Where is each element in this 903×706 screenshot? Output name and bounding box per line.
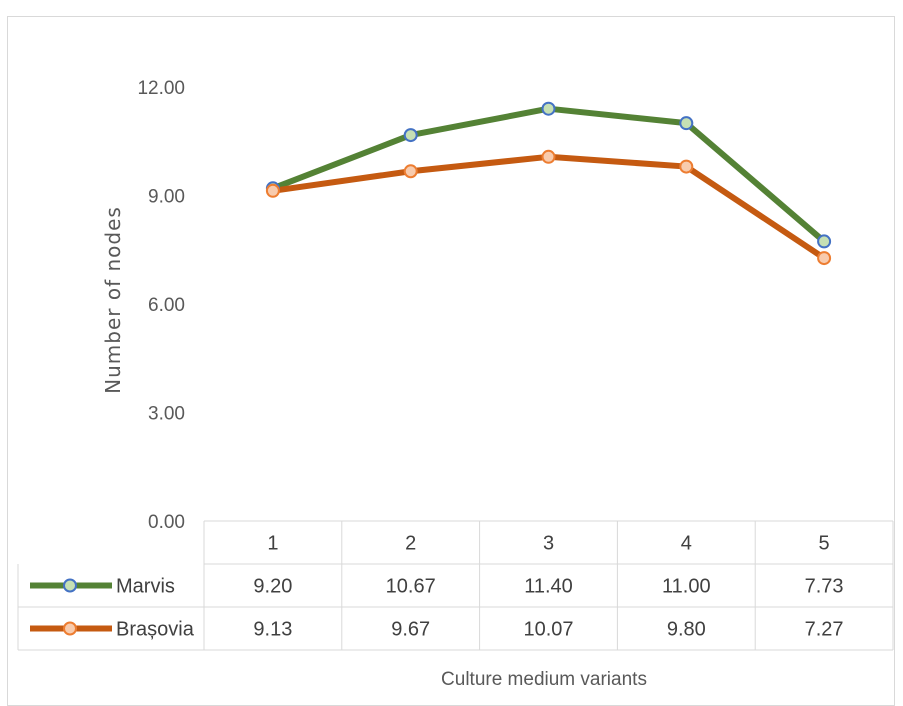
y-tick-label: 3.00: [148, 404, 185, 425]
data-label: 9.20: [253, 576, 292, 598]
data-point: [679, 116, 694, 131]
legend-label: Marvis: [116, 576, 175, 598]
data-label: 9.13: [253, 619, 292, 641]
data-point: [403, 128, 418, 143]
y-tick-label: 12.00: [137, 78, 185, 99]
data-point: [541, 101, 556, 116]
data-point: [541, 149, 556, 164]
data-point: [679, 159, 694, 174]
data-label: 10.07: [523, 619, 573, 641]
x-tick-label: 5: [819, 533, 830, 555]
x-tick-label: 4: [681, 533, 692, 555]
x-tick-label: 1: [267, 533, 278, 555]
data-point: [817, 251, 832, 266]
y-tick-label: 0.00: [148, 512, 185, 533]
x-tick-label: 3: [543, 533, 554, 555]
legend-marker: [63, 621, 77, 636]
data-label: 10.67: [386, 576, 436, 598]
data-label: 11.40: [524, 576, 573, 598]
legend-label: Brașovia: [116, 619, 195, 641]
data-label: 7.73: [805, 576, 844, 598]
data-point: [265, 183, 280, 198]
series-lines: [269, 105, 828, 262]
y-axis-ticks: 0.00 3.00 6.00 9.00 12.00: [137, 78, 185, 533]
y-axis-title: Number of nodes: [101, 206, 125, 394]
y-tick-label: 9.00: [148, 187, 185, 208]
data-table: 1 2 3 4 5 Marvis 9.20 10.67 11.40 11.00 7.73 Brașov…: [17, 520, 894, 651]
x-tick-label: 2: [405, 533, 416, 555]
series-markers: [265, 101, 832, 266]
legend-marker: [63, 578, 77, 593]
data-point: [817, 234, 832, 249]
data-label: 9.67: [391, 619, 430, 641]
data-point: [403, 164, 418, 179]
data-label: 11.00: [662, 576, 711, 598]
data-label: 7.27: [805, 619, 844, 641]
data-label: 9.80: [667, 619, 706, 641]
series-line: [269, 105, 828, 245]
y-tick-label: 6.00: [148, 295, 185, 316]
x-axis-title: Culture medium variants: [441, 669, 647, 690]
